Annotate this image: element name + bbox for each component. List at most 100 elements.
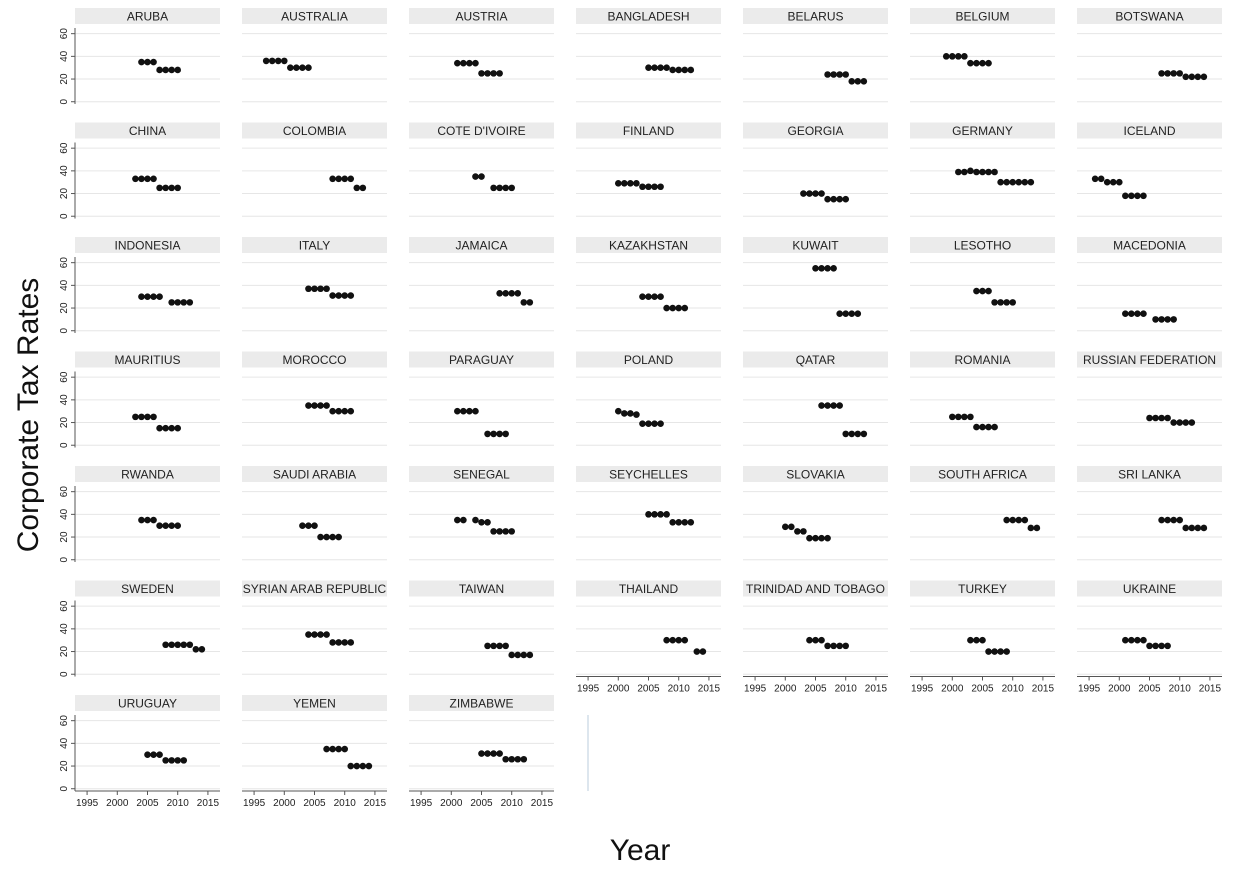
x-tick-label: 2015: [1032, 684, 1055, 695]
panel-title: FINLAND: [623, 124, 675, 138]
data-point: [508, 184, 516, 192]
panel-bangladesh: BANGLADESH: [576, 8, 721, 103]
data-point: [973, 59, 980, 67]
panel-strip: [75, 695, 220, 711]
data-point: [478, 70, 485, 77]
data-point: [490, 430, 497, 438]
data-point: [1176, 419, 1184, 426]
data-point: [818, 402, 825, 409]
data-point: [657, 64, 664, 72]
data-point: [1033, 524, 1041, 532]
data-point: [1164, 642, 1171, 650]
data-point: [973, 423, 980, 431]
data-point: [262, 57, 270, 65]
data-point: [961, 53, 968, 60]
panel-kazakhstan: KAZAKHSTAN: [576, 237, 721, 332]
panel-title: GERMANY: [952, 124, 1013, 138]
data-point: [830, 71, 837, 78]
data-point: [651, 511, 658, 518]
data-point: [174, 66, 182, 74]
panel-strip: [576, 351, 721, 368]
panel-strip: [242, 122, 387, 139]
data-point: [478, 750, 485, 757]
data-point: [824, 195, 831, 203]
x-tick-label: 1995: [76, 798, 99, 809]
data-point: [842, 71, 850, 78]
panel-strip: [743, 122, 888, 139]
data-point: [824, 265, 831, 272]
data-point: [472, 59, 479, 67]
data-point: [514, 651, 522, 659]
panel-strip: [75, 237, 220, 253]
x-tick-label: 2015: [197, 798, 220, 809]
data-point: [1152, 414, 1159, 422]
data-point: [973, 636, 980, 644]
data-point: [1158, 70, 1165, 77]
panel-title: UKRAINE: [1123, 582, 1176, 596]
data-point: [472, 516, 479, 524]
data-point: [168, 641, 175, 649]
data-point: [973, 168, 980, 176]
y-tick-label: 0: [59, 213, 70, 219]
data-point: [156, 293, 163, 301]
data-point: [979, 636, 986, 644]
data-point: [800, 528, 807, 535]
panel-strip: [242, 8, 387, 24]
x-tick-label: 1995: [577, 684, 600, 695]
panel-strip: [409, 466, 554, 482]
data-point: [484, 750, 491, 757]
data-point: [365, 762, 373, 770]
data-point: [1128, 310, 1135, 318]
panel-title: SRI LANKA: [1118, 468, 1181, 482]
y-tick-label: 0: [59, 786, 70, 792]
data-point: [842, 195, 850, 203]
panel-strip: [743, 8, 888, 24]
data-point: [132, 413, 139, 421]
panel-strip: [1077, 8, 1222, 24]
data-point: [967, 59, 974, 67]
data-point: [854, 310, 862, 318]
data-point: [335, 639, 342, 646]
data-point: [639, 420, 646, 427]
data-point: [508, 528, 516, 535]
data-point: [942, 53, 950, 60]
data-point: [961, 413, 968, 421]
data-point: [979, 423, 986, 431]
data-point: [138, 516, 145, 524]
data-point: [496, 528, 503, 535]
data-point: [830, 402, 837, 409]
data-point: [323, 631, 330, 638]
panel-strip: [743, 237, 888, 253]
data-point: [693, 648, 701, 655]
data-point: [520, 755, 528, 763]
data-point: [502, 755, 509, 763]
data-point: [781, 523, 789, 531]
panel-title: SOUTH AFRICA: [938, 468, 1027, 482]
y-tick-label: 60: [59, 371, 70, 383]
panel-strip: [1077, 122, 1222, 139]
y-tick-label: 40: [59, 394, 70, 406]
data-point: [621, 410, 628, 417]
data-point: [614, 407, 622, 415]
x-tick-label: 1995: [410, 798, 433, 809]
panel-strip: [242, 580, 387, 597]
data-point: [675, 304, 683, 312]
data-point: [132, 175, 139, 183]
panel-title: INDONESIA: [114, 239, 180, 253]
data-point: [1170, 516, 1177, 524]
panel-austria: AUSTRIA: [409, 8, 554, 103]
panel-title: TAIWAN: [459, 582, 504, 596]
data-point: [144, 516, 151, 524]
data-point: [1122, 310, 1129, 318]
panel-paraguay: PARAGUAY: [409, 351, 554, 446]
data-point: [1200, 73, 1208, 81]
data-point: [496, 750, 503, 757]
x-tick-label: 2010: [668, 684, 691, 695]
data-point: [645, 293, 652, 301]
data-point: [174, 184, 182, 192]
data-point: [496, 289, 503, 297]
data-point: [460, 407, 467, 415]
data-point: [460, 59, 467, 67]
data-point: [311, 631, 318, 638]
data-point: [1097, 175, 1105, 183]
